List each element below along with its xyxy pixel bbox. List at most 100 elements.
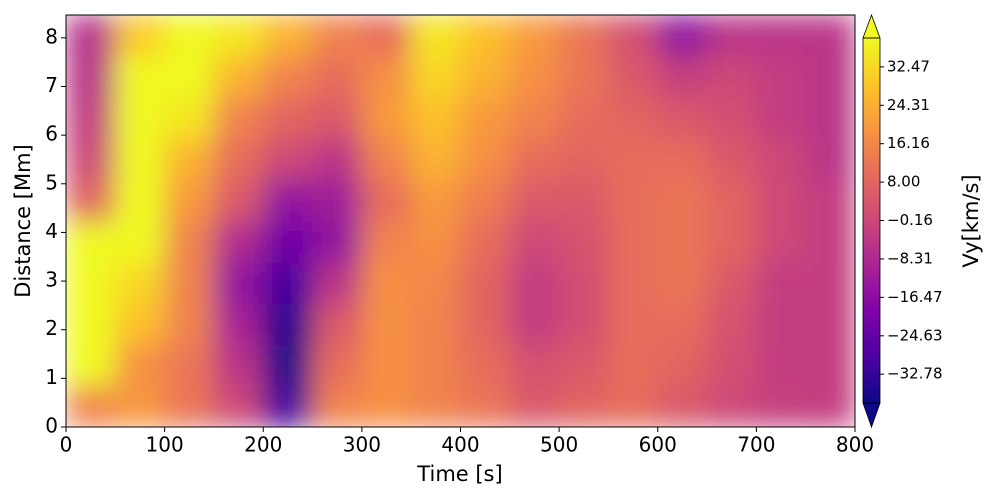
heatmap-cell xyxy=(410,179,461,222)
heatmap-cell xyxy=(164,220,215,263)
heatmap-cell xyxy=(805,96,855,140)
heatmap-cell xyxy=(607,137,659,181)
heatmap-cell xyxy=(460,302,511,346)
heatmap-cell xyxy=(213,344,264,387)
x-tick-label: 200 xyxy=(244,433,282,457)
heatmap-cell xyxy=(657,302,708,346)
heatmap-cell xyxy=(755,96,807,140)
heatmap-cell xyxy=(410,96,461,140)
heatmap-cell xyxy=(66,220,116,263)
heatmap-cell xyxy=(509,179,560,222)
heatmap-cell xyxy=(66,179,116,222)
heatmap-cell xyxy=(805,220,855,263)
plot-area xyxy=(66,15,855,427)
heatmap-cell xyxy=(312,15,363,57)
heatmap-cell xyxy=(706,344,757,387)
colorbar-tick-label: −8.31 xyxy=(887,249,933,267)
y-tick-label: 1 xyxy=(45,365,58,389)
heatmap-cell xyxy=(755,385,807,427)
heatmap-cell xyxy=(312,96,363,140)
heatmap-cell xyxy=(114,261,166,305)
heatmap-cell xyxy=(657,55,708,98)
heatmap-cell xyxy=(607,179,659,222)
heatmap-cell xyxy=(657,96,708,140)
heatmap-cell xyxy=(361,15,412,57)
heatmap-cell xyxy=(657,385,708,427)
heatmap-cell xyxy=(509,55,560,98)
heatmap-cell xyxy=(805,302,855,346)
heatmap-cell xyxy=(460,344,511,387)
heatmap-cell xyxy=(558,302,609,346)
heatmap-cell xyxy=(213,179,264,222)
heatmap-cell xyxy=(262,220,314,263)
heatmap-cell xyxy=(410,220,461,263)
heatmap-cell xyxy=(66,55,116,98)
heatmap-cell xyxy=(213,220,264,263)
heatmap-cell xyxy=(460,220,511,263)
heatmap-cell xyxy=(312,55,363,98)
heatmap-cell xyxy=(114,302,166,346)
heatmap-cell xyxy=(706,220,757,263)
heatmap-cell xyxy=(164,96,215,140)
heatmap-cell xyxy=(558,344,609,387)
heatmap-cell xyxy=(410,344,461,387)
heatmap-cell xyxy=(607,385,659,427)
colorbar-tick-label: −0.16 xyxy=(887,211,933,229)
heatmap-cell xyxy=(410,385,461,427)
heatmap-cell xyxy=(706,15,757,57)
heatmap-cell xyxy=(657,137,708,181)
heatmap-cell xyxy=(262,137,314,181)
heatmap-cell xyxy=(657,179,708,222)
heatmap-cell xyxy=(558,96,609,140)
heatmap-cell xyxy=(410,302,461,346)
heatmap-cell xyxy=(312,344,363,387)
heatmap-cell xyxy=(706,137,757,181)
heatmap-cell xyxy=(114,220,166,263)
heatmap-cell xyxy=(164,302,215,346)
heatmap-cell xyxy=(706,55,757,98)
heatmap-cell xyxy=(262,302,314,346)
colorbar-extend-low xyxy=(862,402,881,429)
heatmap-cell xyxy=(66,302,116,346)
heatmap-cell xyxy=(706,179,757,222)
heatmap-cell xyxy=(657,220,708,263)
heatmap-cell xyxy=(361,179,412,222)
heatmap-cell xyxy=(164,137,215,181)
heatmap-cell xyxy=(460,137,511,181)
heatmap-cell xyxy=(509,96,560,140)
heatmap-cell xyxy=(66,96,116,140)
heatmap-cell xyxy=(805,137,855,181)
y-tick-label: 7 xyxy=(45,73,58,97)
colorbar-tick-label: −24.63 xyxy=(887,326,943,344)
heatmap-cell xyxy=(114,179,166,222)
heatmap-cell xyxy=(755,55,807,98)
heatmap-cell xyxy=(558,261,609,305)
heatmap-cell xyxy=(361,344,412,387)
heatmap-cell xyxy=(361,96,412,140)
heatmap-cell xyxy=(361,385,412,427)
heatmap-cell xyxy=(213,15,264,57)
heatmap-cell xyxy=(312,261,363,305)
colorbar-tick-label: 24.31 xyxy=(887,96,930,114)
heatmap-cell xyxy=(755,261,807,305)
heatmap-cell xyxy=(558,15,609,57)
heatmap-cell xyxy=(706,302,757,346)
heatmap-cell xyxy=(164,179,215,222)
heatmap-cell xyxy=(706,385,757,427)
x-tick-label: 500 xyxy=(540,433,578,457)
heatmap-cell xyxy=(262,15,314,57)
heatmap-cell xyxy=(460,261,511,305)
heatmap-cell xyxy=(66,344,116,387)
x-tick-label: 400 xyxy=(441,433,479,457)
x-tick-label: 300 xyxy=(343,433,381,457)
heatmap-cell xyxy=(657,344,708,387)
y-tick-label: 5 xyxy=(45,170,58,194)
heatmap-cell xyxy=(361,302,412,346)
heatmap-cell xyxy=(213,385,264,427)
heatmap-cell xyxy=(410,137,461,181)
colorbar-tick-label: −32.78 xyxy=(887,365,943,383)
heatmap-cell xyxy=(509,302,560,346)
y-tick-label: 4 xyxy=(45,219,58,243)
heatmap-cell xyxy=(755,344,807,387)
